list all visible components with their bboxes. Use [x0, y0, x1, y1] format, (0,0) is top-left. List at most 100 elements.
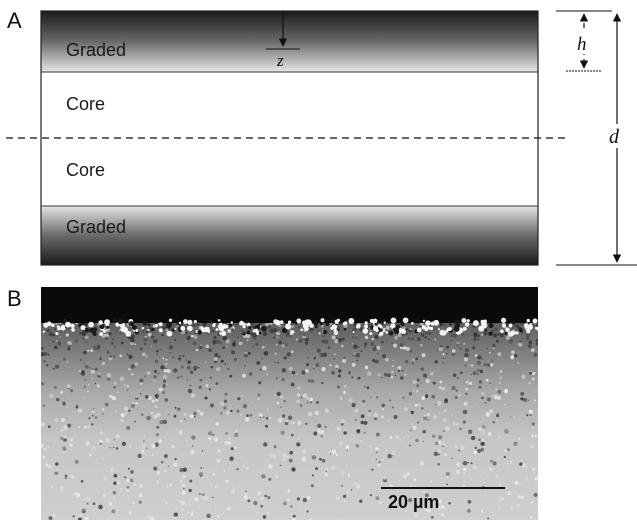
- speckle-dot: [240, 457, 243, 459]
- surface-grain: [430, 321, 435, 326]
- speckle-dot: [477, 334, 481, 338]
- speckle-dot: [262, 416, 265, 418]
- surface-grain: [318, 332, 321, 335]
- speckle-dot: [305, 369, 309, 373]
- speckle-dot: [439, 322, 443, 327]
- speckle-dot: [408, 497, 413, 503]
- speckle-dot: [43, 351, 48, 356]
- speckle-dot: [463, 472, 466, 475]
- surface-grain: [219, 332, 222, 335]
- speckle-dot: [275, 475, 278, 479]
- speckle-dot: [165, 357, 168, 361]
- speckle-dot: [224, 440, 228, 445]
- speckle-dot: [392, 506, 395, 510]
- speckle-dot: [154, 405, 158, 409]
- surface-grain-band: [42, 317, 538, 337]
- surface-grain: [446, 327, 450, 332]
- speckle-dot: [351, 342, 354, 345]
- speckle-dot: [291, 370, 296, 375]
- speckle-dot: [351, 376, 354, 379]
- speckle-dot: [452, 373, 457, 377]
- surface-grain: [106, 325, 110, 329]
- speckle-dot: [450, 333, 454, 338]
- speckle-dot: [164, 398, 169, 402]
- surface-grain: [285, 323, 292, 330]
- speckle-dot: [92, 407, 95, 410]
- speckle-dot: [316, 401, 319, 404]
- speckle-dot: [359, 499, 363, 503]
- speckle-dot: [246, 414, 249, 417]
- speckle-dot: [356, 359, 359, 362]
- speckle-dot: [120, 418, 124, 423]
- speckle-dot: [201, 493, 205, 497]
- speckle-dot: [160, 348, 162, 351]
- speckle-dot: [403, 437, 405, 440]
- speckle-dot: [404, 359, 409, 364]
- surface-grain: [352, 330, 355, 334]
- speckle-dot: [114, 345, 117, 348]
- surface-grain: [390, 323, 396, 329]
- speckle-dot: [206, 513, 211, 518]
- speckle-dot: [128, 354, 133, 359]
- speckle-dot: [336, 426, 341, 431]
- speckle-dot: [450, 339, 453, 342]
- speckle-dot: [266, 409, 269, 411]
- surface-grain: [248, 325, 252, 330]
- surface-grain: [500, 317, 507, 323]
- speckle-dot: [348, 398, 353, 403]
- speckle-dot: [366, 371, 372, 376]
- speckle-dot: [223, 406, 227, 410]
- speckle-dot: [306, 510, 309, 513]
- speckle-dot: [340, 419, 345, 424]
- speckle-dot: [360, 414, 365, 419]
- speckle-dot: [402, 473, 408, 479]
- speckle-dot: [362, 404, 365, 406]
- speckle-dot: [531, 422, 536, 426]
- speckle-dot: [379, 501, 382, 504]
- speckle-dot: [182, 467, 187, 472]
- speckle-dot: [162, 419, 168, 425]
- speckle-dot: [104, 336, 109, 340]
- surface-grain: [505, 327, 510, 332]
- speckle-dot: [135, 395, 139, 399]
- speckle-dot: [307, 379, 311, 383]
- speckle-dot: [180, 365, 184, 369]
- micrograph-dark-surface: [41, 287, 538, 323]
- speckle-dot: [353, 344, 358, 349]
- speckle-dot: [373, 412, 379, 418]
- speckle-dot: [439, 345, 443, 348]
- speckle-dot: [77, 425, 81, 429]
- speckle-dot: [91, 410, 95, 414]
- speckle-dot: [115, 446, 119, 450]
- speckle-dot: [265, 373, 269, 376]
- speckle-dot: [264, 494, 267, 498]
- speckle-dot: [347, 490, 350, 494]
- speckle-dot: [458, 394, 461, 397]
- speckle-dot: [469, 385, 471, 387]
- speckle-dot: [261, 474, 266, 479]
- speckle-dot: [305, 422, 308, 426]
- speckle-dot: [254, 404, 256, 406]
- speckle-dot: [208, 436, 212, 440]
- speckle-dot: [163, 368, 168, 373]
- speckle-dot: [359, 327, 364, 332]
- speckle-dot: [414, 513, 418, 518]
- speckle-dot: [476, 360, 482, 366]
- speckle-dot: [252, 333, 258, 338]
- surface-grain: [472, 320, 479, 327]
- speckle-dot: [462, 467, 467, 472]
- speckle-dot: [468, 363, 470, 366]
- speckle-dot: [312, 366, 315, 368]
- surface-grain: [104, 319, 111, 326]
- speckle-dot: [222, 335, 228, 341]
- speckle-dot: [99, 336, 101, 338]
- speckle-dot: [169, 351, 172, 354]
- speckle-dot: [363, 420, 368, 425]
- speckle-dot: [268, 464, 273, 469]
- speckle-dot: [281, 368, 287, 373]
- speckle-dot: [306, 495, 311, 500]
- speckle-dot: [504, 429, 509, 434]
- speckle-dot: [84, 365, 89, 369]
- speckle-dot: [190, 449, 195, 455]
- speckle-dot: [510, 461, 513, 464]
